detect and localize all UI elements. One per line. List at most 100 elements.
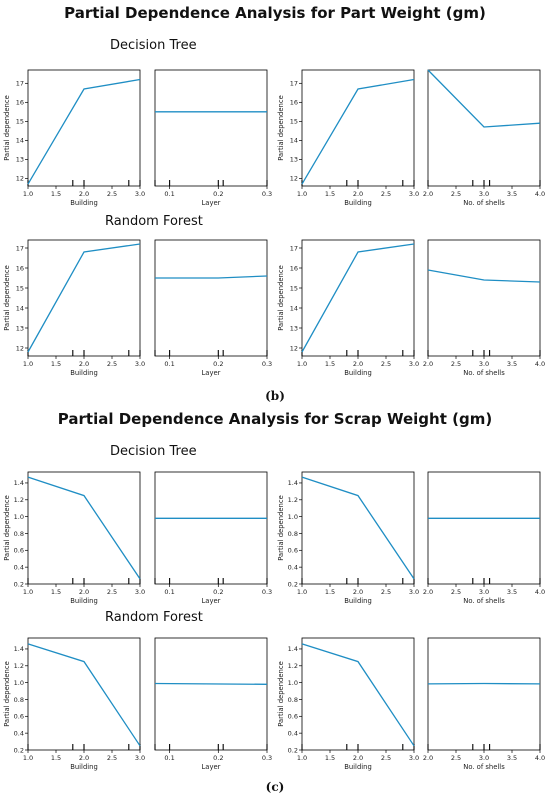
y-tick-label: 17 xyxy=(16,80,24,88)
x-tick-label: 2.5 xyxy=(451,360,461,368)
x-tick-label: 3.5 xyxy=(507,588,517,596)
x-tick-label: 1.0 xyxy=(23,190,33,198)
panel-part-rf-right-building: 1.0 1.5 2.0 2.5 3.0 12 13 14 15 16 17 Building Parti… xyxy=(277,239,419,377)
x-tick-label: 1.0 xyxy=(23,588,33,596)
panel-part-dt-right-building: 1.0 1.5 2.0 2.5 3.0 12 13 14 15 16 17 Building Parti… xyxy=(277,69,419,207)
x-tick-label: 3.0 xyxy=(135,360,145,368)
x-tick-label: 0.1 xyxy=(164,588,174,596)
x-tick-label: 3.5 xyxy=(507,754,517,762)
y-axis-label: Partial dependence xyxy=(277,661,285,727)
y-tick-label: 14 xyxy=(290,304,298,312)
panel-scrap-rf-right-shells: 2.0 2.5 3.0 3.5 4.0 No. of shells xyxy=(423,637,545,771)
x-tick-label: 0.1 xyxy=(164,190,174,198)
x-tick-label: 2.5 xyxy=(107,360,117,368)
x-tick-label: 2.0 xyxy=(79,360,89,368)
plot-frame xyxy=(154,471,268,585)
x-axis-label: Building xyxy=(70,369,98,377)
x-tick-label: 2.0 xyxy=(79,190,89,198)
x-axis-label: Building xyxy=(344,369,372,377)
y-tick-label: 12 xyxy=(290,175,298,183)
series-line xyxy=(27,243,141,353)
x-tick-label: 0.2 xyxy=(213,360,223,368)
x-axis-label: Building xyxy=(344,597,372,605)
plot-frame xyxy=(427,471,541,585)
y-tick-label: 17 xyxy=(16,244,24,252)
series-line xyxy=(27,476,141,580)
y-tick-label: 17 xyxy=(290,80,298,88)
panel-scrap-dt-right-shells: 2.0 2.5 3.0 3.5 4.0 No. of shells xyxy=(423,471,545,605)
y-tick-label: 0.2 xyxy=(14,580,24,588)
x-axis-label: Building xyxy=(70,763,98,771)
series-line xyxy=(301,476,415,580)
x-axis-label: No. of shells xyxy=(463,369,505,377)
series-line xyxy=(27,643,141,747)
y-tick-label: 0.2 xyxy=(288,746,298,754)
x-tick-label: 1.5 xyxy=(325,360,335,368)
series-line xyxy=(301,78,415,185)
y-tick-label: 15 xyxy=(16,284,24,292)
x-tick-label: 0.1 xyxy=(164,360,174,368)
y-tick-label: 13 xyxy=(16,324,24,332)
panel-part-rf-right-shells: 2.0 2.5 3.0 3.5 4.0 No. of shells xyxy=(423,239,545,377)
x-tick-label: 2.0 xyxy=(353,588,363,596)
y-tick-label: 1.0 xyxy=(288,513,298,521)
x-tick-label: 3.0 xyxy=(479,190,489,198)
panel-scrap-rf-right-building: 1.0 1.5 2.0 2.5 3.0 0.2 0.4 0.6 0.8 1.0 1.2 1.4 Buil… xyxy=(277,637,419,771)
plot-frame xyxy=(154,239,268,357)
y-tick-label: 0.8 xyxy=(288,696,298,704)
series-line xyxy=(154,682,268,685)
y-tick-label: 0.4 xyxy=(288,563,298,571)
caption-c: (c) xyxy=(265,780,285,794)
y-tick-label: 13 xyxy=(290,324,298,332)
x-tick-label: 1.5 xyxy=(325,588,335,596)
y-axis-label: Partial dependence xyxy=(3,95,11,161)
x-tick-label: 1.5 xyxy=(51,588,61,596)
y-tick-label: 0.6 xyxy=(288,713,298,721)
y-tick-label: 1.0 xyxy=(288,679,298,687)
x-tick-label: 2.0 xyxy=(353,360,363,368)
y-tick-label: 1.0 xyxy=(14,679,24,687)
y-tick-label: 1.2 xyxy=(14,496,24,504)
y-tick-label: 1.4 xyxy=(288,479,298,487)
plot-frame xyxy=(427,637,541,751)
x-axis-label: Building xyxy=(70,199,98,207)
plot-frame xyxy=(27,471,141,585)
x-tick-label: 0.3 xyxy=(262,360,272,368)
x-axis-label: No. of shells xyxy=(463,763,505,771)
x-tick-label: 1.0 xyxy=(23,360,33,368)
scrap-decision-tree-label: Decision Tree xyxy=(110,444,197,459)
x-tick-label: 3.0 xyxy=(409,360,419,368)
y-tick-label: 1.4 xyxy=(288,645,298,653)
x-tick-label: 4.0 xyxy=(535,360,545,368)
series-line xyxy=(301,643,415,747)
panel-part-dt-right-shells: 2.0 2.5 3.0 3.5 4.0 No. of shells xyxy=(423,69,545,207)
x-tick-label: 2.5 xyxy=(107,190,117,198)
x-axis-label: Building xyxy=(344,763,372,771)
y-tick-label: 12 xyxy=(290,344,298,352)
x-tick-label: 3.0 xyxy=(479,754,489,762)
series-line xyxy=(301,243,415,353)
y-tick-label: 0.8 xyxy=(14,696,24,704)
x-tick-label: 2.5 xyxy=(381,588,391,596)
y-tick-label: 13 xyxy=(16,156,24,164)
x-tick-label: 4.0 xyxy=(535,754,545,762)
x-tick-label: 2.0 xyxy=(353,190,363,198)
panel-part-dt-left-building: 1.0 1.5 2.0 2.5 3.0 12 13 14 15 16 17 Building Parti… xyxy=(3,69,145,207)
y-tick-label: 16 xyxy=(16,264,24,272)
x-tick-label: 1.5 xyxy=(51,360,61,368)
x-tick-label: 1.0 xyxy=(297,754,307,762)
plot-frame xyxy=(301,239,415,357)
panel-part-rf-left-building: 1.0 1.5 2.0 2.5 3.0 12 13 14 15 16 17 Building Parti… xyxy=(3,239,145,377)
x-tick-label: 2.5 xyxy=(451,190,461,198)
y-tick-label: 1.0 xyxy=(14,513,24,521)
x-tick-label: 2.0 xyxy=(423,588,433,596)
x-tick-label: 3.0 xyxy=(135,588,145,596)
y-tick-label: 16 xyxy=(290,264,298,272)
plot-frame xyxy=(27,637,141,751)
y-tick-label: 15 xyxy=(16,118,24,126)
scrap-random-forest-label: Random Forest xyxy=(105,610,203,625)
y-tick-label: 0.8 xyxy=(14,530,24,538)
y-tick-label: 1.2 xyxy=(288,662,298,670)
y-tick-label: 0.6 xyxy=(14,713,24,721)
